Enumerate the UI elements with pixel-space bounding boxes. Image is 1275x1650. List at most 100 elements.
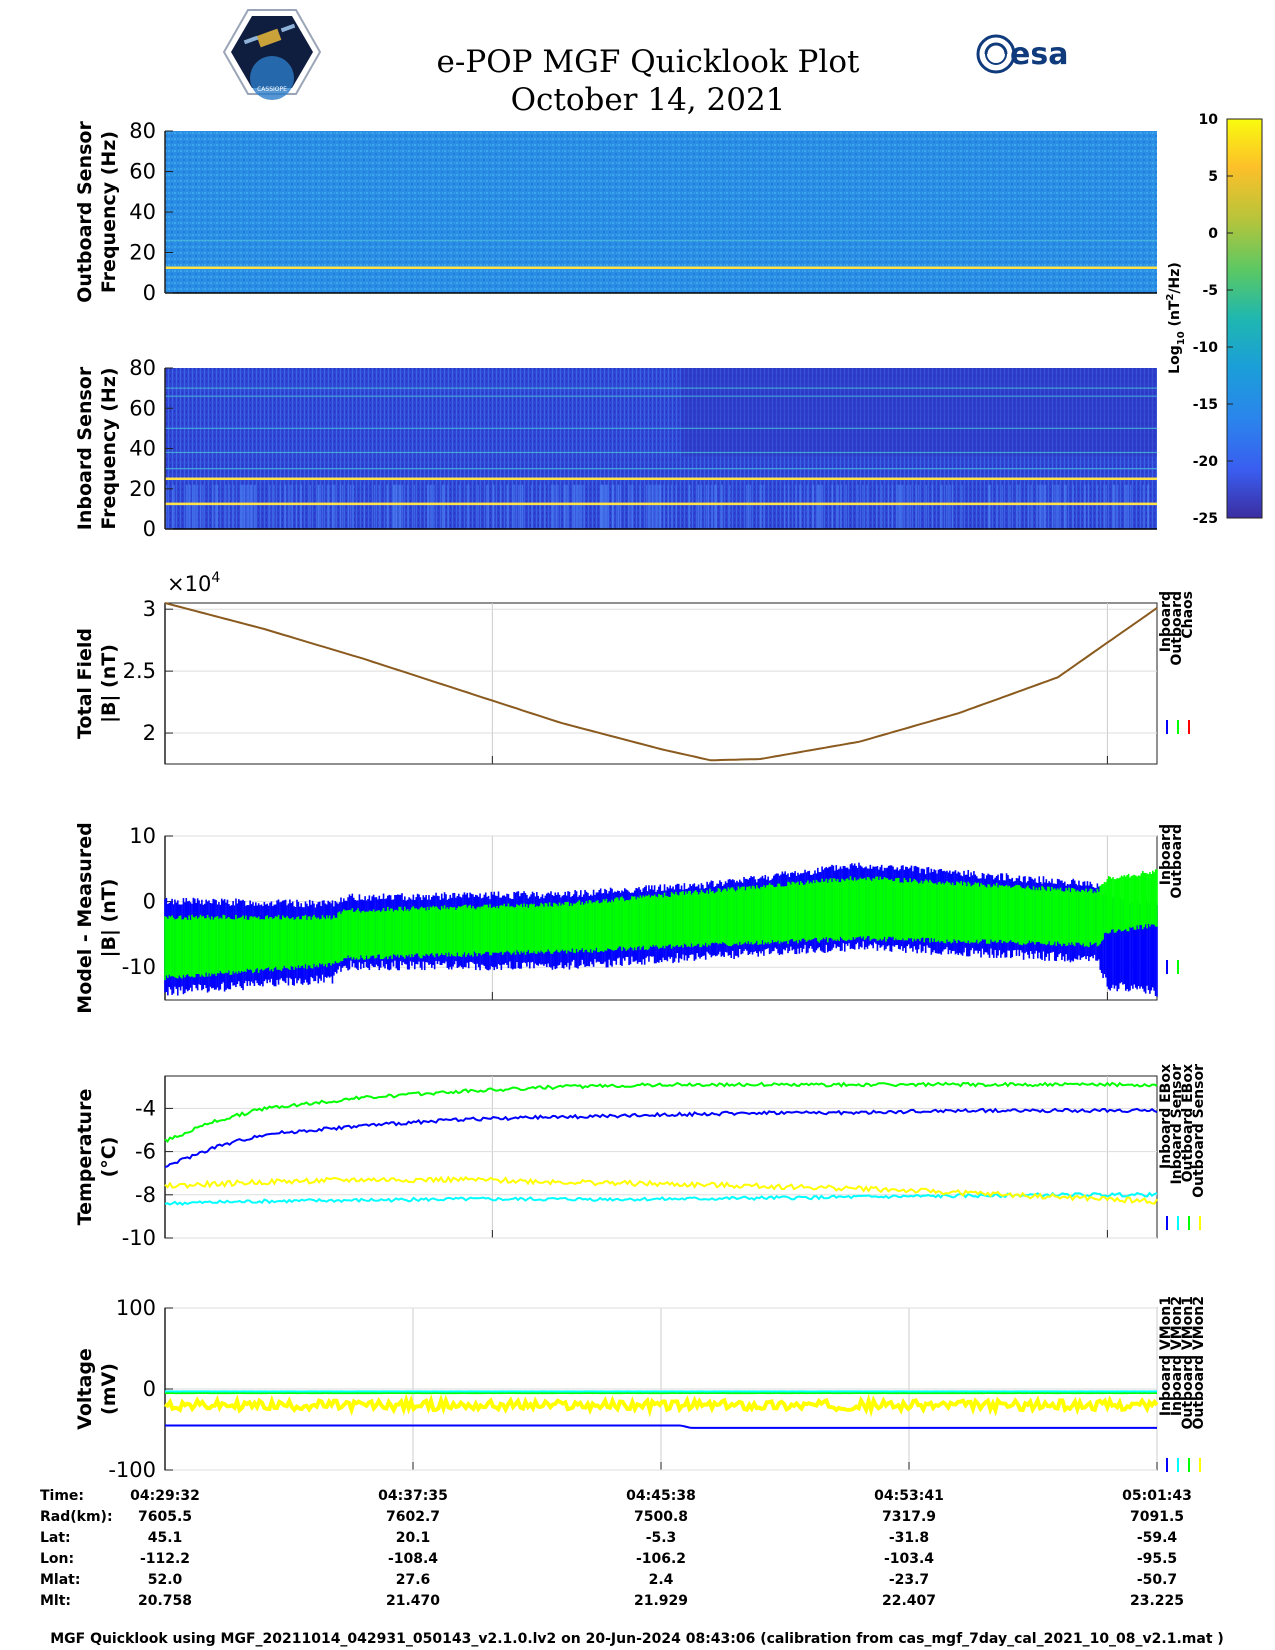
spectrogram-stripe [512,484,514,529]
spectrogram-stripe [212,484,214,529]
spectrogram-stripe [544,484,546,529]
spectrogram-stripe [996,484,999,529]
spectrogram-stripe [659,484,662,529]
spectrogram-stripe [1147,484,1150,529]
spectrogram-stripe [881,484,883,529]
ephemeris-cell: 04:37:35 [378,1488,448,1504]
spectrogram-stripe [566,484,569,529]
series-line-inboard-ebox [164,1081,1158,1144]
chart-panel-3: 3 2.5 2 Total Field |B| (nT) ×104 InboardOutbo… [74,570,1196,765]
y-tick-label: 3 [143,597,156,621]
spectrogram-stripe [887,484,890,529]
spectrogram-stripe [713,484,716,529]
spectrogram-stripe [500,484,502,529]
ephemeris-cell: 20.758 [138,1593,192,1609]
spectrogram-stripe [817,484,819,529]
spectrogram-stripe [550,484,553,529]
colorbar-tick-label: -25 [1193,511,1218,527]
spectrogram-stripe [670,484,673,529]
spectrogram-stripe [398,484,400,529]
y-axis-label-line1: Total Field [74,628,96,739]
spectrogram-stripe [429,484,432,529]
spectrogram-stripe [1065,484,1067,529]
spectrogram-stripe [1042,484,1044,529]
spectrogram-stripe [837,484,839,529]
y-axis-label-line2: |B| (nT) [98,644,120,723]
ephemeris-cell: 7317.9 [882,1509,936,1525]
spectrogram-stripe [831,484,833,529]
y-axis-label-line2: Frequency (Hz) [98,131,120,293]
spectrogram-stripe [705,484,708,529]
y-tick-label: 0 [143,1377,156,1401]
spectrogram-stripe [806,484,809,529]
spectrogram-stripe [254,484,256,529]
spectrogram-stripe [186,484,188,529]
spectrogram-stripe [866,484,868,529]
colorbar-tick-label: 5 [1208,169,1218,185]
spectrogram-stripe [900,484,903,529]
spectrogram-stripe [876,484,878,529]
spectrogram-stripe [1105,484,1107,529]
ephemeris-row-label: Lon: [40,1551,74,1567]
ephemeris-cell: 04:53:41 [874,1488,944,1504]
ephemeris-table: Time: Rad(km): Lat: Lon: Mlat: Mlt: 04:29:32 76… [40,1488,1192,1609]
ephemeris-cell: -31.8 [889,1530,929,1546]
spectrogram-stripe [1142,484,1145,529]
spectrogram-stripe [1058,484,1060,529]
spectrogram-stripe [492,484,495,529]
spectrogram-stripe [840,484,842,529]
spectrogram-stripe [707,484,710,529]
ephemeris-cell: -95.5 [1137,1551,1177,1567]
y-tick-label: -10 [122,1226,156,1250]
spectrogram-stripe [352,484,355,529]
spectrogram-stripe [1027,484,1030,529]
spectrogram-stripe [655,484,657,529]
y-axis-label-line1: Voltage [74,1348,96,1430]
spectrogram-stripe [563,484,566,529]
spectrogram-stripe [639,484,641,529]
colorbar-gradient [1226,118,1263,519]
spectrogram-stripe [604,484,607,529]
spectrogram-stripe [746,484,748,529]
spectrogram-stripe [531,484,533,529]
spectrogram-stripe [555,484,557,529]
y-axis-label-line1: Outboard Sensor [74,121,96,303]
spectrogram-stripe [339,484,342,529]
colorbar-tick-label: 0 [1208,226,1218,242]
spectrogram [165,131,1157,293]
spectrogram-stripe [373,484,376,529]
spectrogram-stripe [1116,484,1119,529]
y-exponent-base: ×10 [167,572,211,596]
spectrogram-stripe [199,484,202,529]
spectrogram-stripe [173,484,175,529]
y-axis-label-line1: Inboard Sensor [74,366,96,530]
spectrogram-stripe [202,484,204,529]
spectrogram-stripe [241,484,244,529]
y-tick-label: -4 [135,1096,156,1120]
colorbar-tick-label: -5 [1202,283,1218,299]
spectrogram-stripe [949,484,951,529]
series-line-outboard-ebox [164,1175,1158,1205]
spectrogram-stripe [602,484,605,529]
spectrogram-stripe [715,484,717,529]
spectrogram-stripe [688,484,690,529]
spectrogram-stripe [466,484,469,529]
y-tick-label: 0 [143,890,156,914]
spectrogram-stripe [1125,484,1128,529]
spectrogram-stripe [896,484,898,529]
colorbar-tick-label: -10 [1193,340,1219,356]
y-axis-label: Model - Measured |B| (nT) [74,822,120,1013]
ephemeris-cell: 20.1 [396,1530,431,1546]
spectrogram-stripe [1040,484,1042,529]
spectrogram-stripe [165,484,168,529]
colorbar-label-main: Log [1167,345,1183,374]
legend-entry-label: Outboard [1169,591,1185,666]
spectrogram-stripe [812,484,814,529]
spectrogram-stripe [946,484,948,529]
spectrogram-stripe [1064,484,1066,529]
ephemeris-cell: -59.4 [1137,1530,1178,1546]
legend-entry-label: Outboard VMon1 [1180,1296,1196,1430]
spectrogram-stripe [667,484,669,529]
spectrogram-stripe [291,484,293,529]
spectrogram-stripe [1113,484,1116,529]
